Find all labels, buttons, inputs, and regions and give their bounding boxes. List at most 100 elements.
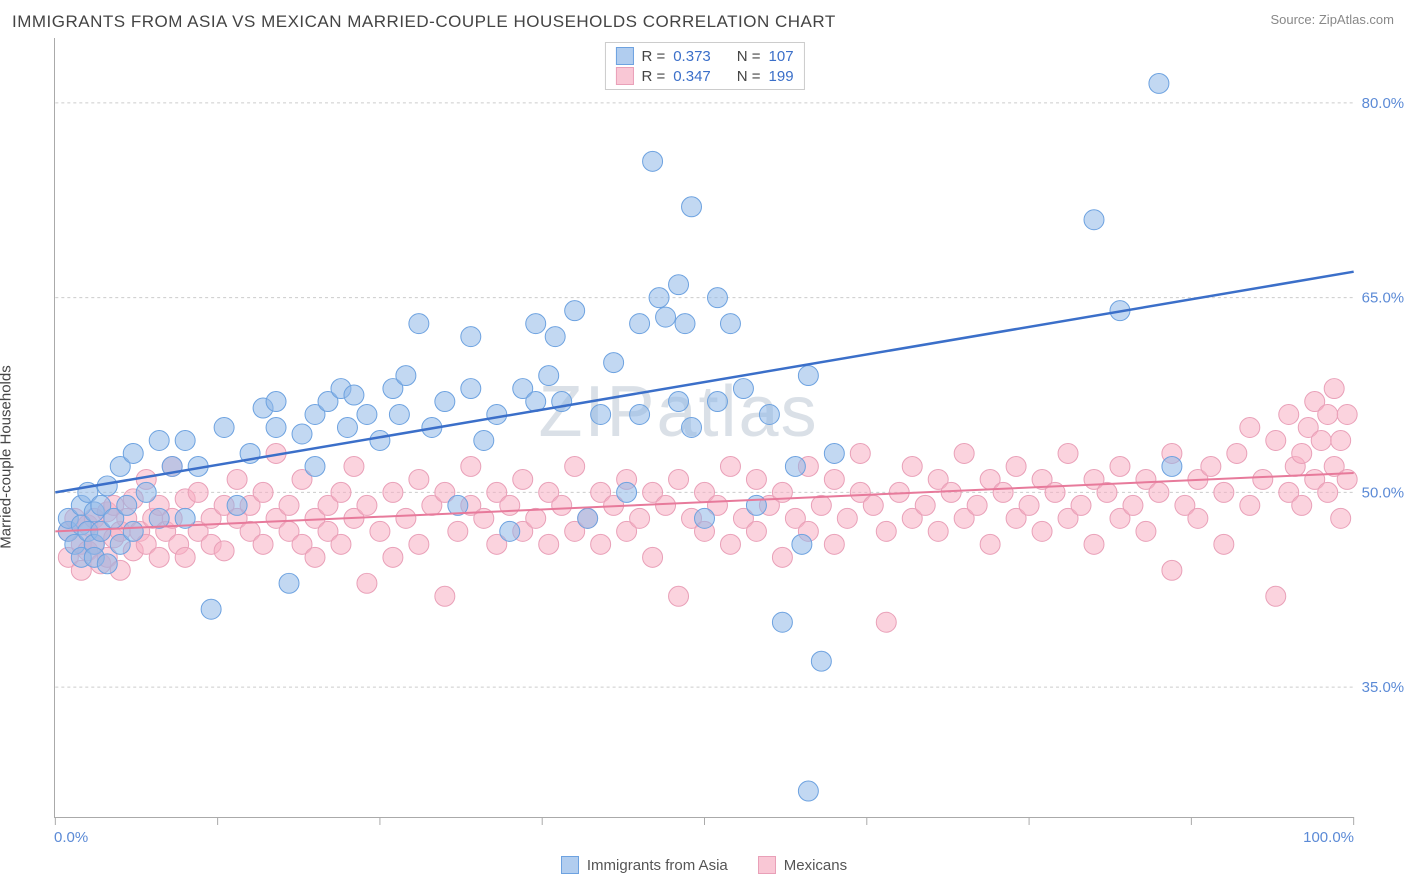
data-point-pink — [305, 547, 325, 567]
y-tick-label: 50.0% — [1362, 484, 1404, 501]
data-point-pink — [461, 456, 481, 476]
data-point-pink — [811, 495, 831, 515]
series-legend: Immigrants from Asia Mexicans — [54, 856, 1354, 874]
data-point-pink — [876, 612, 896, 632]
data-point-pink — [565, 456, 585, 476]
data-point-blue — [500, 521, 520, 541]
data-point-pink — [1019, 495, 1039, 515]
trend-line-blue — [55, 272, 1353, 493]
legend-item-pink: Mexicans — [758, 856, 847, 874]
data-point-blue — [695, 508, 715, 528]
y-tick-label: 65.0% — [1362, 290, 1404, 307]
data-point-blue — [669, 275, 689, 295]
data-point-pink — [1266, 430, 1286, 450]
data-point-blue — [266, 392, 286, 412]
data-point-blue — [487, 405, 507, 425]
source-attribution: Source: ZipAtlas.com — [1270, 12, 1394, 27]
data-point-pink — [902, 456, 922, 476]
data-point-blue — [292, 424, 312, 444]
data-point-pink — [941, 482, 961, 502]
data-point-blue — [396, 366, 416, 386]
data-point-pink — [1292, 495, 1312, 515]
data-point-pink — [591, 534, 611, 554]
data-point-pink — [396, 508, 416, 528]
data-point-pink — [253, 534, 273, 554]
data-point-blue — [435, 392, 455, 412]
data-point-blue — [759, 405, 779, 425]
source-link[interactable]: ZipAtlas.com — [1319, 12, 1394, 27]
data-point-pink — [513, 469, 533, 489]
data-point-pink — [188, 482, 208, 502]
data-point-blue — [578, 508, 598, 528]
data-point-pink — [539, 534, 559, 554]
data-point-blue — [591, 405, 611, 425]
x-max-label: 100.0% — [1303, 829, 1354, 846]
data-point-pink — [526, 508, 546, 528]
data-point-blue — [630, 405, 650, 425]
data-point-blue — [630, 314, 650, 334]
data-point-blue — [370, 430, 390, 450]
data-point-blue — [720, 314, 740, 334]
data-point-pink — [1214, 482, 1234, 502]
data-point-blue — [389, 405, 409, 425]
swatch-blue-icon — [561, 856, 579, 874]
data-point-blue — [175, 430, 195, 450]
data-point-pink — [1084, 534, 1104, 554]
data-point-pink — [383, 547, 403, 567]
data-point-pink — [357, 573, 377, 593]
data-point-pink — [357, 495, 377, 515]
data-point-blue — [227, 495, 247, 515]
data-point-pink — [850, 443, 870, 463]
data-point-pink — [1097, 482, 1117, 502]
data-point-blue — [707, 392, 727, 412]
data-point-blue — [643, 151, 663, 171]
data-point-blue — [1149, 73, 1169, 93]
n-value-pink: 199 — [769, 68, 794, 85]
data-point-pink — [409, 534, 429, 554]
data-point-blue — [656, 307, 676, 327]
data-point-blue — [824, 443, 844, 463]
data-point-blue — [117, 495, 137, 515]
data-point-pink — [746, 521, 766, 541]
data-point-blue — [1084, 210, 1104, 230]
data-point-blue — [123, 521, 143, 541]
data-point-blue — [565, 301, 585, 321]
data-point-pink — [1188, 508, 1208, 528]
data-point-pink — [1149, 482, 1169, 502]
data-point-blue — [682, 418, 702, 438]
data-point-blue — [792, 534, 812, 554]
data-point-pink — [331, 534, 351, 554]
data-point-pink — [1318, 482, 1338, 502]
stats-legend: R = 0.373 N = 107 R = 0.347 N = 199 — [604, 42, 804, 90]
swatch-blue-icon — [615, 47, 633, 65]
x-axis-labels: 0.0% 100.0% — [54, 829, 1354, 846]
data-point-blue — [772, 612, 792, 632]
data-point-pink — [863, 495, 883, 515]
data-point-pink — [669, 586, 689, 606]
data-point-pink — [1318, 405, 1338, 425]
data-point-blue — [123, 443, 143, 463]
data-point-pink — [149, 547, 169, 567]
scatter-svg: 35.0%50.0%65.0%80.0% — [55, 38, 1354, 817]
y-tick-label: 35.0% — [1362, 679, 1404, 696]
data-point-blue — [526, 314, 546, 334]
swatch-pink-icon — [615, 67, 633, 85]
data-point-blue — [279, 573, 299, 593]
data-point-pink — [383, 482, 403, 502]
data-point-pink — [552, 495, 572, 515]
data-point-pink — [409, 469, 429, 489]
correlation-chart: Married-couple Households R = 0.373 N = … — [12, 38, 1394, 876]
data-point-pink — [1331, 430, 1351, 450]
data-point-blue — [344, 385, 364, 405]
data-point-pink — [227, 469, 247, 489]
data-point-pink — [344, 456, 364, 476]
swatch-pink-icon — [758, 856, 776, 874]
data-point-blue — [461, 379, 481, 399]
data-point-pink — [837, 508, 857, 528]
data-point-pink — [500, 495, 520, 515]
data-point-blue — [604, 353, 624, 373]
data-point-blue — [811, 651, 831, 671]
n-value-blue: 107 — [769, 48, 794, 65]
data-point-pink — [967, 495, 987, 515]
data-point-blue — [539, 366, 559, 386]
